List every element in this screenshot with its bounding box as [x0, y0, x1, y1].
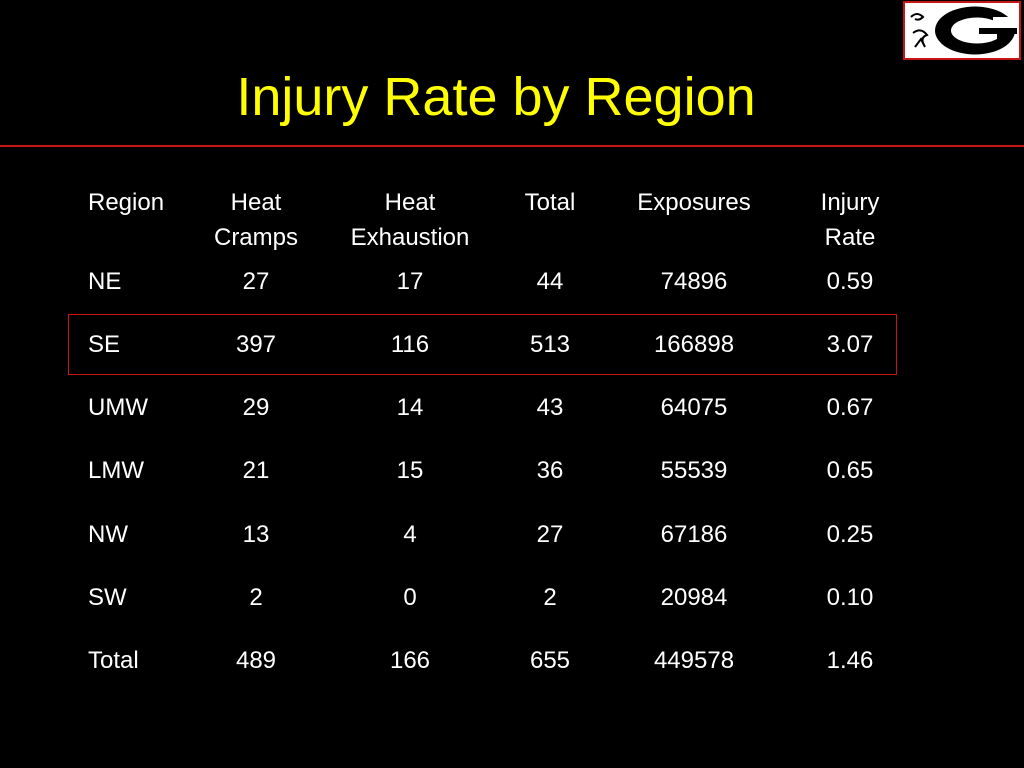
table-cell-heat-exhaustion: 0 [403, 584, 417, 611]
column-header-exposures: Exposures [637, 189, 751, 216]
table-cell-exposures: 449578 [653, 647, 735, 674]
table-cell-injury-rate: 1.46 [826, 647, 874, 674]
table-cell-region: NE [88, 268, 122, 295]
table-cell-region: SE [88, 331, 121, 358]
table-cell-region: SW [88, 584, 127, 611]
table-cell-total: 36 [536, 457, 564, 484]
table-cell-region: UMW [88, 394, 148, 421]
column-header-region: Region [88, 189, 165, 216]
table-cell-total: 27 [536, 521, 564, 548]
column-header-total: Total [524, 189, 576, 216]
highlighted-row-box [68, 314, 897, 375]
table-cell-region: Total [88, 647, 139, 674]
slide-title: Injury Rate by Region [236, 67, 756, 127]
table-cell-injury-rate: 0.59 [826, 268, 874, 295]
table-cell-heat-exhaustion: 15 [396, 457, 424, 484]
table-cell-exposures: 67186 [660, 521, 728, 548]
table-cell-injury-rate: 0.67 [826, 394, 874, 421]
table-cell-total: 655 [529, 647, 571, 674]
table-cell-region: NW [88, 521, 128, 548]
table-cell-heat-cramps: 21 [242, 457, 270, 484]
table-cell-injury-rate: 0.65 [826, 457, 874, 484]
table-cell-heat-cramps: 29 [242, 394, 270, 421]
table-cell-exposures: 166898 [653, 331, 735, 358]
table-cell-heat-cramps: 397 [235, 331, 277, 358]
table-cell-injury-rate: 0.10 [826, 584, 874, 611]
table-cell-injury-rate: 0.25 [826, 521, 874, 548]
logo-graphic [905, 3, 1019, 58]
table-cell-heat-cramps: 13 [242, 521, 270, 548]
table-cell-exposures: 20984 [660, 584, 728, 611]
table-cell-heat-exhaustion: 116 [390, 331, 430, 358]
table-cell-heat-exhaustion: 14 [396, 394, 424, 421]
table-cell-heat-cramps: 2 [249, 584, 263, 611]
table-cell-heat-cramps: 489 [235, 647, 277, 674]
table-cell-total: 44 [536, 268, 564, 295]
table-cell-heat-exhaustion: 166 [389, 647, 431, 674]
table-cell-total: 513 [529, 331, 571, 358]
table-cell-heat-exhaustion: 17 [396, 268, 424, 295]
table-cell-exposures: 55539 [660, 457, 728, 484]
table-cell-total: 43 [536, 394, 564, 421]
title-divider [0, 145, 1024, 147]
georgia-g-logo-icon [903, 1, 1021, 60]
column-header-heat-cramps: Heat Cramps [213, 189, 298, 251]
table-cell-total: 2 [543, 584, 557, 611]
table-cell-heat-exhaustion: 4 [403, 521, 417, 548]
table-cell-exposures: 64075 [660, 394, 728, 421]
table-cell-injury-rate: 3.07 [826, 331, 874, 358]
column-header-heat-exhaustion: Heat Exhaustion [350, 189, 470, 251]
table-cell-exposures: 74896 [660, 268, 728, 295]
column-header-injury-rate: Injury Rate [820, 189, 880, 251]
table-cell-region: LMW [88, 457, 144, 484]
table-cell-heat-cramps: 27 [242, 268, 270, 295]
